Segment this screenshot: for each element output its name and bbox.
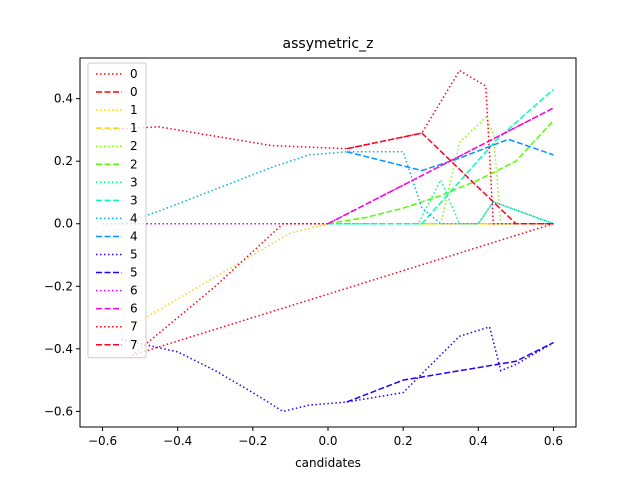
y-tick-label: −0.2 [44, 279, 73, 293]
x-tick-label: −0.4 [163, 434, 192, 448]
legend-entry-label: 2 [130, 157, 138, 171]
legend-entry-label: 3 [130, 193, 138, 207]
series-line-5-dashed [346, 341, 554, 403]
legend-entry-label: 4 [130, 211, 138, 225]
y-tick-label: 0.2 [54, 154, 73, 168]
chart-title: assymetric_z [283, 36, 374, 52]
x-tick-label: −0.6 [88, 434, 117, 448]
y-tick-label: −0.6 [44, 404, 73, 418]
x-tick-label: 0.6 [544, 434, 563, 448]
x-tick-label: 0.2 [394, 434, 413, 448]
legend-entry-label: 6 [130, 284, 138, 298]
series-line-5-dotted [121, 325, 554, 413]
legend-entry-label: 1 [130, 103, 138, 117]
y-tick-label: 0.0 [54, 217, 73, 231]
y-tick-label: −0.4 [44, 342, 73, 356]
legend-entry-label: 4 [130, 229, 138, 243]
x-axis-label: candidates [295, 456, 361, 470]
legend-entry-label: 7 [130, 320, 138, 334]
legend-entry-label: 2 [130, 139, 138, 153]
x-tick-label: −0.2 [238, 434, 267, 448]
legend-entry-label: 5 [130, 248, 138, 262]
series-line-2-dotted [328, 116, 554, 225]
legend-entry-label: 7 [130, 338, 138, 352]
series-line-2-dashed [327, 119, 555, 225]
series-line-4-dashed [346, 138, 554, 172]
legend-entry-label: 3 [130, 175, 138, 189]
x-axis: −0.6 −0.4 −0.2 0.0 0.2 0.4 0.6 [88, 427, 563, 448]
legend-entry-label: 5 [130, 266, 138, 280]
axes-frame [79, 57, 577, 428]
legend: 0 0 1 1 2 2 3 3 4 4 5 5 6 6 7 7 [87, 62, 147, 359]
legend-entry-label: 0 [130, 67, 138, 81]
x-tick-label: 0.4 [469, 434, 488, 448]
legend-entry-label: 0 [130, 85, 138, 99]
series-line-6-dotted [102, 107, 554, 225]
series-line-4-dotted [121, 151, 554, 225]
series-line-3-dashed [328, 88, 554, 225]
legend-box [87, 62, 147, 359]
series-line-7-dashed [346, 132, 554, 225]
legend-entry-label: 1 [130, 121, 138, 135]
legend-entry-label: 6 [130, 302, 138, 316]
series-line-1-dotted [102, 222, 554, 334]
x-tick-label: 0.0 [318, 434, 337, 448]
plot-lines [102, 69, 555, 413]
y-axis: −0.6 −0.4 −0.2 0.0 0.2 0.4 [44, 92, 80, 418]
y-tick-label: 0.4 [54, 92, 73, 106]
